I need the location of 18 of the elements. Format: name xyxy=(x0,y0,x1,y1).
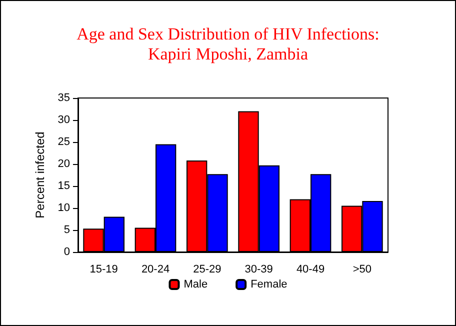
x-tick-label: >50 xyxy=(352,264,372,276)
y-tick-label: 25 xyxy=(58,136,70,148)
x-tick-label: 30-39 xyxy=(244,264,273,276)
y-tick-label: 10 xyxy=(58,202,70,214)
y-tick-label: 0 xyxy=(64,246,70,258)
y-axis-title: Percent infected xyxy=(33,132,47,218)
y-tick-label: 15 xyxy=(58,180,70,192)
legend-label: Female xyxy=(250,278,288,290)
legend-label: Male xyxy=(184,278,208,290)
y-tick-label: 20 xyxy=(58,158,70,170)
x-tick-label: 15-19 xyxy=(90,264,118,276)
y-tick-label: 30 xyxy=(58,114,70,126)
y-tick-label: 35 xyxy=(58,92,70,104)
x-tick-label: 20-24 xyxy=(141,264,170,276)
y-tick-label: 5 xyxy=(64,224,70,236)
x-tick-label: 40-49 xyxy=(296,264,325,276)
chart-title: Age and Sex Distribution of HIV Infections: Kapiri Mposhi, Zambia xyxy=(76,24,380,64)
x-tick-label: 25-29 xyxy=(193,264,222,276)
